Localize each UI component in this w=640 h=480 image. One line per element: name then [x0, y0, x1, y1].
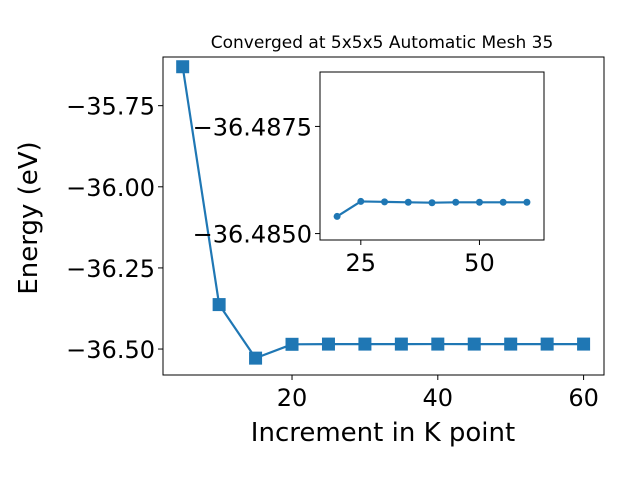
inset-data-point-8 — [523, 198, 531, 206]
inset-data-point-0 — [333, 212, 341, 220]
main-y-tick-label-3: −36.50 — [66, 336, 155, 364]
main-y-tick-label-2: −36.25 — [66, 255, 155, 283]
main-data-point-3 — [285, 337, 299, 351]
inset-plot-area — [333, 197, 531, 220]
main-data-point-2 — [249, 351, 263, 365]
main-data-point-5 — [358, 337, 372, 351]
x-axis-label: Increment in K point — [251, 418, 515, 448]
inset-data-point-1 — [357, 197, 365, 205]
main-data-point-9 — [504, 337, 518, 351]
inset-data-point-6 — [475, 198, 483, 206]
inset-background — [320, 72, 544, 240]
main-data-point-8 — [467, 337, 481, 351]
inset-x-tick-label-1: 50 — [464, 249, 495, 277]
main-data-point-6 — [394, 337, 408, 351]
main-data-point-1 — [212, 298, 226, 312]
main-data-point-11 — [577, 337, 591, 351]
main-data-point-0 — [176, 60, 190, 74]
inset-data-point-5 — [452, 198, 460, 206]
main-y-tick-label-1: −36.00 — [66, 174, 155, 202]
inset-data-point-4 — [428, 199, 436, 207]
main-data-point-4 — [321, 337, 335, 351]
chart-title: Converged at 5x5x5 Automatic Mesh 35 — [211, 33, 554, 53]
y-axis-label: Energy (eV) — [14, 141, 44, 294]
main-data-point-10 — [540, 337, 554, 351]
inset-data-point-7 — [499, 198, 507, 206]
inset-x-tick-label-0: 25 — [346, 249, 377, 277]
inset-axes-frame — [319, 71, 545, 241]
inset-y-tick-label-1: −36.4850 — [193, 221, 312, 249]
main-data-point-7 — [431, 337, 445, 351]
inset-data-point-2 — [381, 198, 389, 206]
inset-data-point-3 — [404, 198, 412, 206]
main-x-tick-label-1: 40 — [423, 384, 454, 412]
main-x-tick-label-2: 60 — [568, 384, 599, 412]
main-axes-frame — [162, 56, 605, 376]
main-x-tick-label-0: 20 — [277, 384, 308, 412]
inset-y-tick-label-0: −36.4875 — [193, 113, 312, 141]
main-plot-area — [176, 60, 591, 365]
main-y-tick-label-0: −35.75 — [66, 93, 155, 121]
